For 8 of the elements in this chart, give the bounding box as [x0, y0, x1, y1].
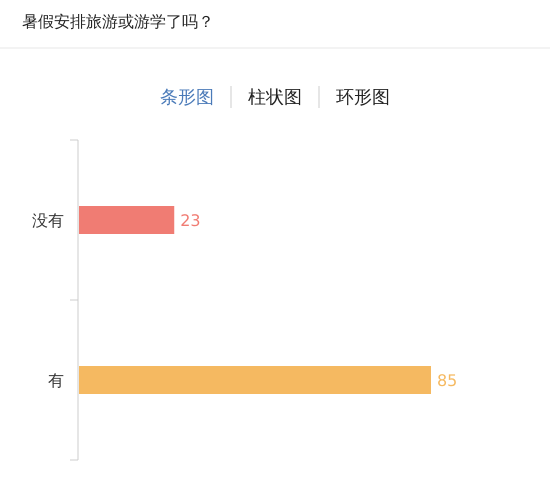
text: 条形图 [160, 87, 214, 108]
y-tick-label: 没有 [32, 211, 64, 230]
text: 柱状图 [248, 87, 302, 108]
y-tick-label: 有 [48, 371, 64, 390]
data-label: 23 [180, 211, 201, 230]
text: 环形图 [336, 87, 390, 108]
data-label: 85 [437, 371, 458, 390]
chart-title: 暑假安排旅游或游学了吗？ [22, 12, 214, 31]
